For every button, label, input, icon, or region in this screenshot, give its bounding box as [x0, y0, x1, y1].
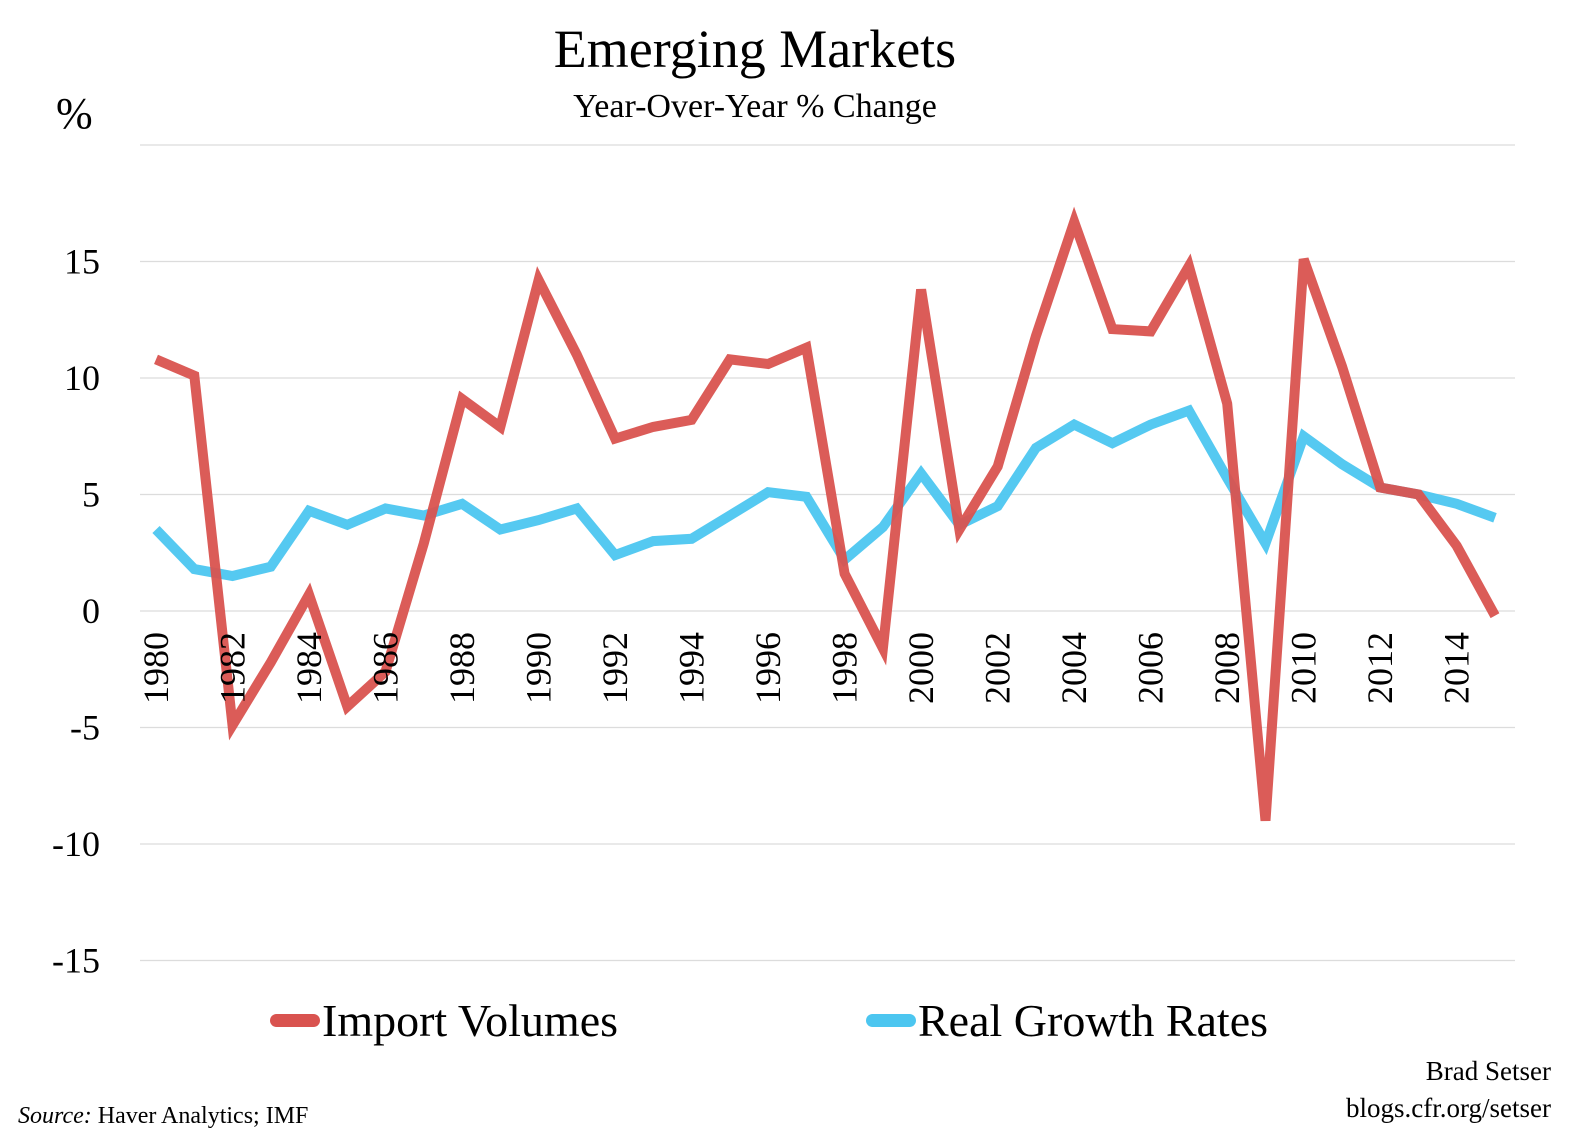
legend-label-real-growth-rates: Real Growth Rates [918, 994, 1269, 1046]
y-tick-label: -5 [70, 708, 100, 748]
x-tick-label: 1994 [672, 632, 712, 704]
x-tick-label: 2000 [901, 632, 941, 704]
x-tick-label: 2004 [1054, 632, 1094, 704]
x-tick-label: 1982 [213, 632, 253, 704]
legend-item-real-growth-rates: Real Growth Rates [866, 990, 1268, 1050]
chart-title: Emerging Markets [553, 19, 957, 79]
chart-subtitle: Year-Over-Year % Change [573, 88, 937, 125]
series-line-import-volumes [154, 206, 1500, 822]
source-text: Haver Analytics; IMF [91, 1103, 309, 1129]
x-tick-label: 1996 [748, 632, 788, 704]
series-line-real-growth-rates [152, 404, 1497, 582]
legend-swatch-real-growth-rates [866, 1013, 916, 1027]
x-tick-label: 1986 [366, 632, 406, 704]
x-tick-label: 1988 [442, 632, 482, 704]
legend-swatch-import-volumes [270, 1013, 320, 1027]
legend-item-import-volumes: Import Volumes [270, 990, 618, 1050]
gridlines [140, 144, 1515, 962]
x-tick-label: 2012 [1360, 632, 1400, 704]
y-tick-label: -15 [52, 941, 100, 981]
y-tick-label: 10 [64, 358, 100, 398]
x-tick-label: 2014 [1437, 632, 1477, 704]
legend-label-import-volumes: Import Volumes [322, 994, 619, 1046]
x-tick-label: 2002 [978, 632, 1018, 704]
source-note: Source: Haver Analytics; IMF [18, 1103, 308, 1130]
x-tick-label: 2010 [1284, 632, 1324, 704]
data-series [152, 206, 1500, 822]
x-tick-label: 1984 [289, 632, 329, 704]
y-axis-unit-label: % [56, 89, 93, 138]
credit-author: Brad Setser [1425, 1056, 1551, 1086]
y-tick-label: -10 [52, 824, 100, 864]
x-axis-tick-labels: 1980 1982 1984 1986 1988 1990 1992 1994 1996 1998… [136, 632, 1477, 704]
x-tick-label: 1998 [825, 632, 865, 704]
x-tick-label: 1992 [595, 632, 635, 704]
y-tick-label: 0 [82, 591, 100, 631]
credit-url: blogs.cfr.org/setser [1346, 1093, 1551, 1123]
x-tick-label: 1990 [519, 632, 559, 704]
x-tick-label: 2008 [1207, 632, 1247, 704]
x-tick-label: 1980 [136, 632, 176, 704]
x-tick-label: 2006 [1131, 632, 1171, 704]
y-tick-label: 5 [82, 475, 100, 515]
y-tick-label: 15 [64, 242, 100, 282]
source-label: Source: [18, 1103, 92, 1129]
y-axis-tick-labels: 15 10 5 0 -5 -10 -15 [52, 242, 100, 981]
